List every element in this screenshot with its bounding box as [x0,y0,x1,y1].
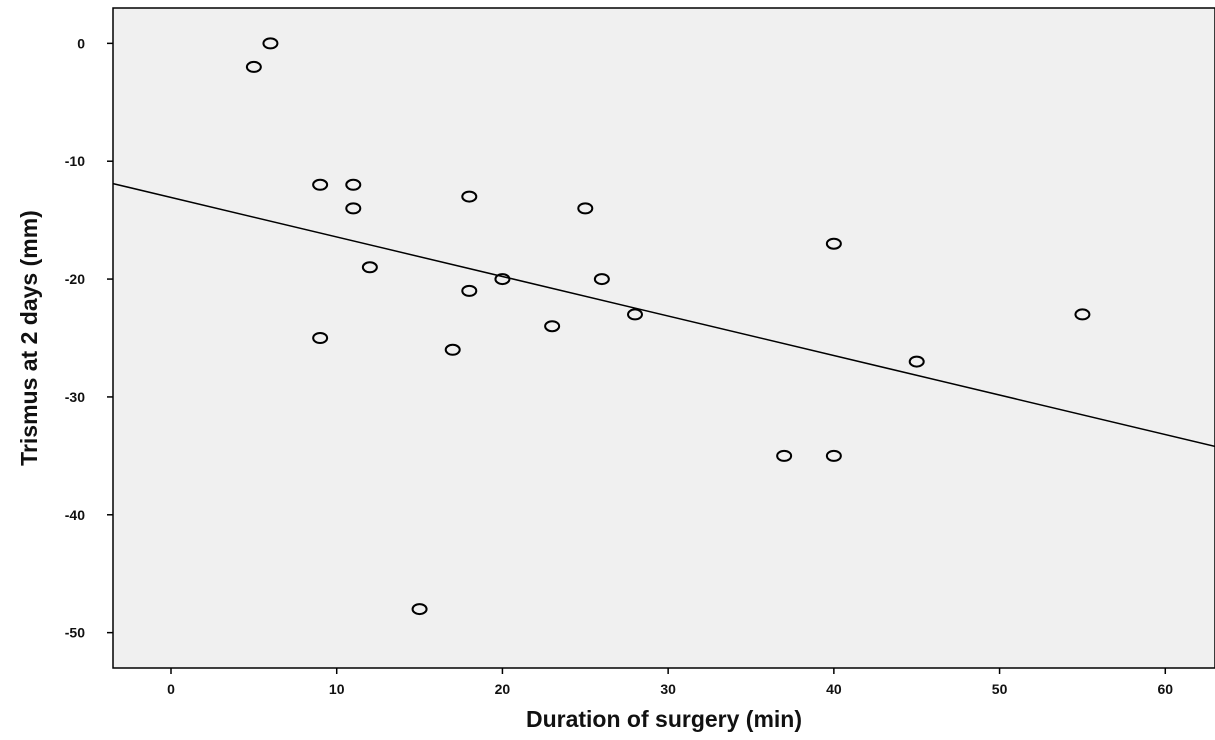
data-point [577,202,594,215]
x-tick-label: 20 [495,681,511,697]
x-tick-label: 10 [329,681,345,697]
x-tick-label: 60 [1157,681,1173,697]
data-point [494,273,511,286]
data-point [411,603,428,616]
data-point [444,343,461,356]
y-tick-label: -40 [65,507,85,523]
data-point [361,261,378,274]
x-tick-label: 0 [167,681,175,697]
y-tick-label: 0 [77,35,85,51]
data-point [345,202,362,215]
data-point [544,320,561,333]
data-point [825,449,842,462]
y-axis-title: Trismus at 2 days (mm) [16,210,42,466]
data-point [627,308,643,321]
data-point [1074,308,1091,321]
data-point [262,37,279,50]
data-point [593,273,610,286]
data-point [461,190,478,203]
y-tick-label: -30 [65,389,85,405]
plot-area [112,7,1215,669]
data-point [312,178,329,191]
x-tick-label: 50 [992,681,1008,697]
y-tick-label: -20 [65,271,85,287]
data-point [312,332,329,344]
x-tick-label: 30 [660,681,676,697]
data-point [461,284,478,297]
data-point [908,355,925,368]
x-tick-label: 40 [826,681,842,697]
x-axis-title: Duration of surgery (min) [526,706,802,732]
data-point [345,178,362,191]
fit-line [112,182,1215,448]
data-point [776,449,793,462]
data-point [245,60,262,73]
data-point [825,237,842,250]
y-tick-label: -50 [65,625,85,641]
y-tick-label: -10 [65,153,85,169]
